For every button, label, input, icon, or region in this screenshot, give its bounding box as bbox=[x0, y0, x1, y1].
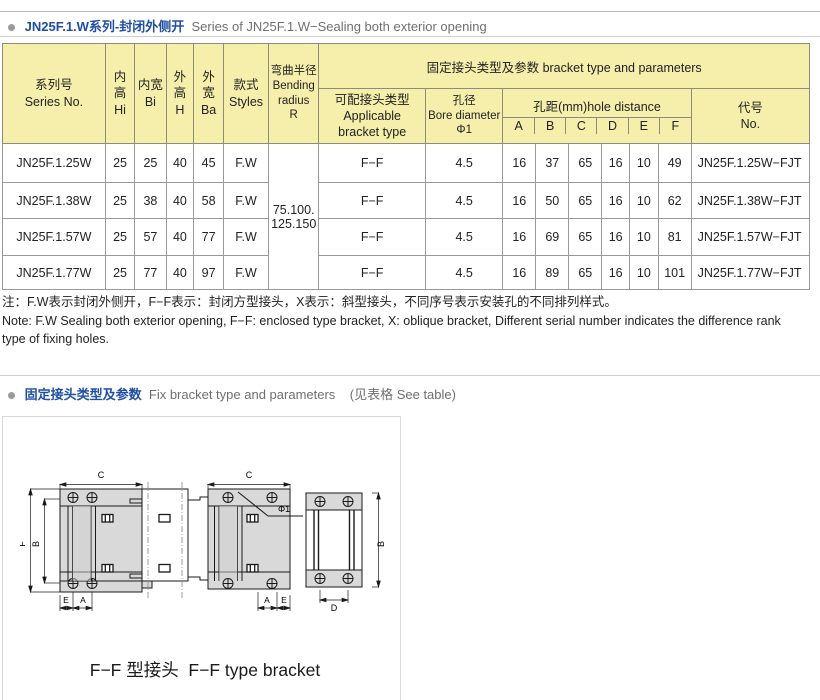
svg-text:E: E bbox=[281, 595, 287, 605]
svg-text:A: A bbox=[264, 595, 270, 605]
svg-text:E: E bbox=[63, 595, 69, 605]
svg-text:B: B bbox=[31, 541, 41, 547]
svg-text:C: C bbox=[246, 470, 253, 480]
svg-text:A: A bbox=[80, 595, 86, 605]
svg-text:C: C bbox=[98, 470, 105, 480]
svg-text:F: F bbox=[20, 541, 27, 547]
svg-text:D: D bbox=[331, 603, 338, 613]
svg-text:B: B bbox=[376, 541, 386, 547]
svg-text:Φ1: Φ1 bbox=[278, 504, 290, 514]
